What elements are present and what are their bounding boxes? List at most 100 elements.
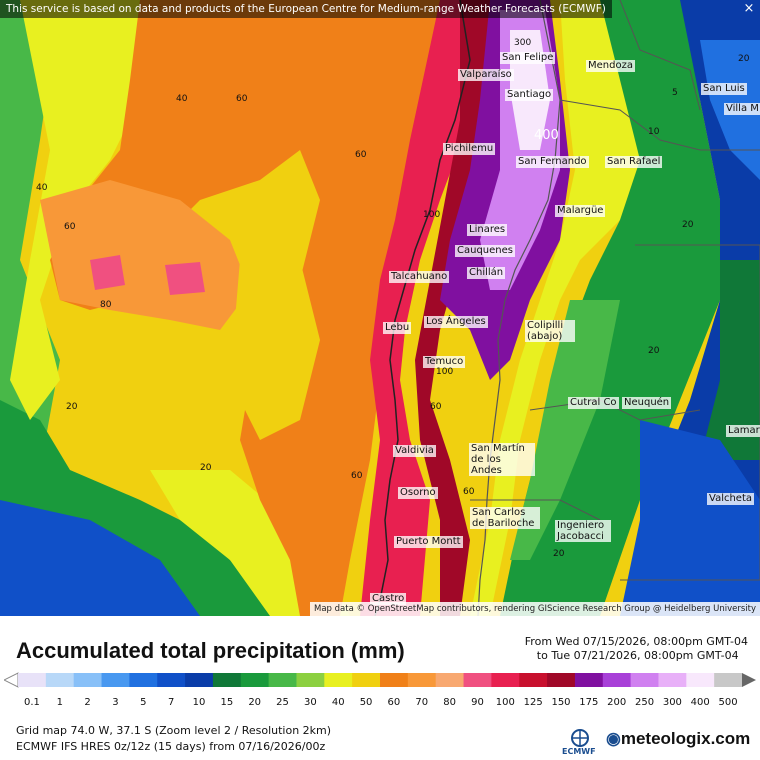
city-label[interactable]: Mendoza	[586, 60, 635, 72]
scale-swatch	[519, 673, 548, 687]
contour-label: 60	[430, 402, 442, 412]
scale-swatch	[407, 673, 437, 687]
scale-tick-label: 25	[276, 697, 289, 708]
scale-swatch	[73, 673, 103, 687]
scale-swatch	[129, 673, 158, 687]
contour-label: 20	[648, 346, 660, 356]
scale-tick-label: 200	[607, 697, 627, 708]
scale-tick-label: 40	[331, 697, 345, 708]
city-label[interactable]: Lebu	[383, 322, 412, 334]
close-icon[interactable]: ×	[743, 1, 755, 16]
city-label[interactable]: San Luis	[701, 83, 747, 95]
scale-swatch	[101, 673, 130, 687]
legend-panel	[0, 616, 760, 760]
scale-tick-label: 300	[662, 697, 682, 708]
contour-label: 100	[436, 367, 454, 377]
scale-tick-label: 250	[634, 697, 655, 708]
city-label[interactable]: Valparaíso	[458, 69, 514, 81]
city-label[interactable]: San Martín de los Andes	[469, 443, 535, 476]
zone-south-green	[0, 400, 280, 616]
border-province4	[470, 499, 601, 521]
scale-tick-label: 50	[359, 697, 373, 708]
city-label[interactable]: Talcahuano	[389, 271, 450, 283]
brand-icon: ◉	[606, 729, 621, 748]
scale-swatch	[463, 673, 492, 687]
city-label[interactable]: San Fernando	[516, 156, 589, 168]
zone-pink-blob2	[165, 262, 205, 295]
city-label[interactable]: Cutral Co	[568, 397, 619, 409]
city-label[interactable]: Linares	[467, 224, 508, 236]
city-label[interactable]: Temuco	[423, 356, 466, 368]
border-province1	[559, 99, 760, 151]
scale-swatch	[296, 673, 325, 687]
scale-tick-label: 0.1	[23, 697, 40, 708]
city-label[interactable]: Valcheta	[707, 493, 755, 505]
scale-tick-label: 2	[84, 697, 91, 708]
city-label[interactable]: Puerto Montt	[394, 536, 463, 548]
city-label[interactable]: Villa M	[724, 103, 760, 115]
grid-info: Grid map 74.0 W, 37.1 S (Zoom level 2 / …	[16, 724, 332, 737]
city-label[interactable]: Osorno	[398, 487, 438, 499]
contour-label: 40	[36, 183, 48, 193]
scale-swatch	[714, 673, 743, 687]
city-label[interactable]: San Rafael	[605, 156, 663, 168]
map-canvas	[0, 0, 760, 616]
city-label[interactable]: Malargüe	[555, 205, 606, 217]
city-label[interactable]: Chillán	[467, 267, 506, 279]
brand-logo[interactable]: ◉meteologix.com	[606, 729, 750, 749]
scale-swatch	[380, 673, 409, 687]
contour-label: 40	[176, 94, 188, 104]
zone-orange-main	[50, 0, 440, 616]
contour-label: 10	[648, 127, 660, 137]
color-scale-bar	[4, 672, 756, 688]
scale-tick-label: 5	[140, 697, 147, 708]
border-province3	[529, 399, 701, 421]
city-label[interactable]: Los Ángeles	[424, 316, 488, 328]
city-label[interactable]: San Felipe	[500, 52, 556, 64]
zone-east-green2	[700, 260, 760, 460]
date-range: From Wed 07/15/2026, 08:00pm GMT-04 to T…	[525, 635, 748, 663]
border-east	[619, 0, 701, 111]
city-label[interactable]: Pichilemu	[443, 143, 496, 155]
scale-swatch	[352, 673, 381, 687]
contour-label: 20	[738, 54, 750, 64]
scale-swatch	[45, 673, 75, 687]
scale-tick-label: 125	[523, 697, 543, 708]
contour-label: 400	[534, 128, 559, 143]
zone-yellow-mid	[230, 260, 320, 440]
scale-tick-label: 100	[495, 697, 515, 708]
scale-tick-label: 1	[56, 697, 63, 708]
city-label[interactable]: San Carlos de Bariloche	[470, 507, 540, 529]
ecmwf-logo-icon[interactable]	[558, 728, 602, 756]
contour-label: 60	[236, 94, 248, 104]
city-label[interactable]: Ingeniero Jacobacci	[555, 520, 611, 542]
contour-label: 100	[423, 210, 441, 220]
zone-pink-blob	[90, 255, 125, 290]
scale-swatch	[157, 673, 186, 687]
scale-tick-label: 500	[718, 697, 738, 708]
scale-swatch	[686, 673, 715, 687]
border-province2	[620, 244, 760, 581]
contour-label: 5	[672, 88, 678, 98]
contour-label: 20	[66, 402, 78, 412]
contour-label: 20	[682, 220, 694, 230]
city-label[interactable]: Valdivia	[393, 445, 436, 457]
brand-text: meteologix.com	[620, 729, 751, 748]
city-label[interactable]: Colipilli (abajo)	[525, 320, 575, 342]
city-label[interactable]: Santiago	[505, 89, 554, 101]
scale-swatch	[268, 673, 297, 687]
contour-label: 20	[553, 549, 565, 559]
scale-tick-label: 20	[248, 697, 262, 708]
scale-swatch	[18, 673, 47, 687]
contour-label: 300	[514, 38, 532, 48]
precipitation-map[interactable]: This service is based on data and produc…	[0, 0, 760, 616]
zone-east-lightgreen	[510, 300, 620, 560]
city-label[interactable]: Neuquén	[622, 397, 672, 409]
contour-label: 60	[355, 150, 367, 160]
scale-tick-label: 80	[443, 697, 456, 708]
city-label[interactable]: Cauquenes	[455, 245, 515, 257]
scale-swatch	[240, 673, 270, 687]
scale-swatch	[212, 673, 242, 687]
scale-swatch	[491, 673, 520, 687]
city-label[interactable]: Lamar	[726, 425, 760, 437]
